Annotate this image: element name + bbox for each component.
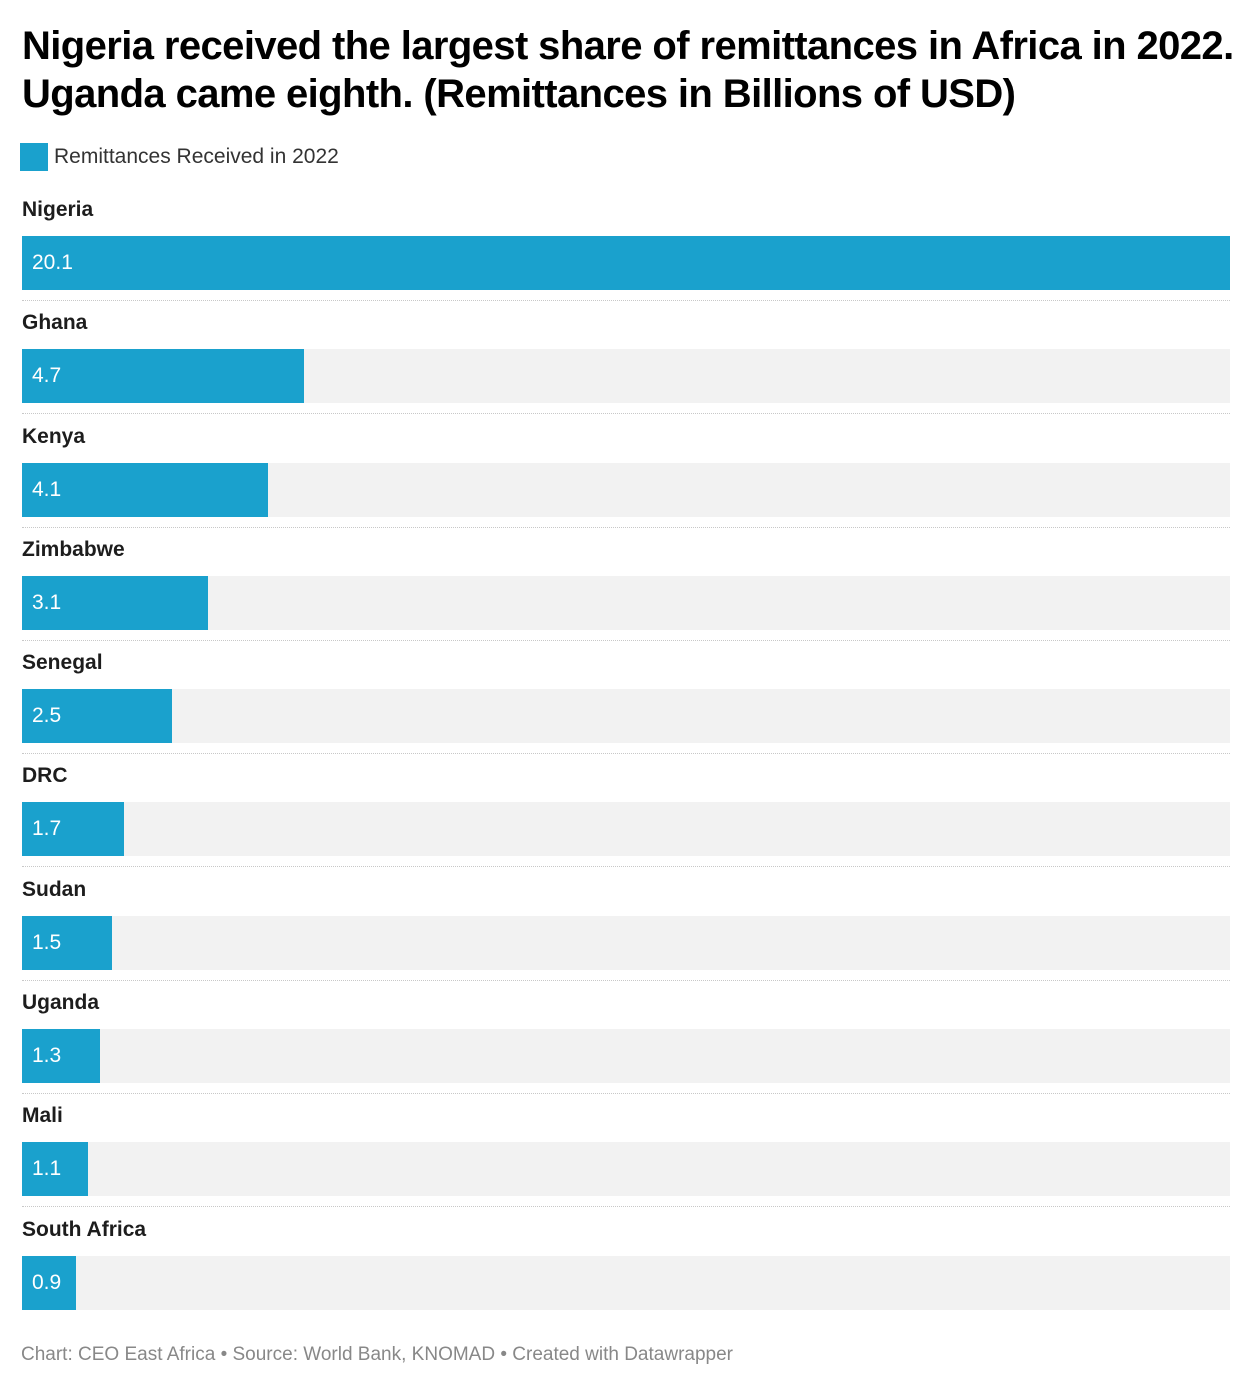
legend: Remittances Received in 2022 <box>20 143 339 171</box>
data-label: 1.5 <box>32 930 62 954</box>
bar-track: 4.7 <box>22 349 1230 404</box>
legend-label: Remittances Received in 2022 <box>54 145 339 168</box>
row-divider <box>22 979 1230 981</box>
data-label: 1.1 <box>32 1157 62 1181</box>
bar-track: 3.1 <box>22 575 1230 630</box>
bar-track: 1.1 <box>22 1142 1230 1197</box>
row-divider <box>22 1206 1230 1208</box>
bar: 1.1 <box>22 1142 88 1197</box>
bar: 1.3 <box>22 1029 100 1084</box>
data-label: 20.1 <box>32 251 73 274</box>
data-label: 3.1 <box>32 590 62 614</box>
bar-track: 0.9 <box>22 1255 1230 1310</box>
data-label: 2.5 <box>32 704 62 728</box>
category-label: Sudan <box>22 877 87 901</box>
bar-row: Senegal 2.5 <box>22 649 1230 762</box>
bar-row: Sudan 1.5 <box>22 876 1230 989</box>
bar-row: Zimbabwe 3.1 <box>22 536 1230 649</box>
bar-track: 2.5 <box>22 689 1230 744</box>
bar-row: DRC 1.7 <box>22 762 1230 875</box>
row-divider <box>22 639 1230 641</box>
legend-swatch <box>20 143 48 171</box>
bar-track: 1.5 <box>22 915 1230 970</box>
bar-track: 4.1 <box>22 462 1230 517</box>
bar-row: Nigeria 20.1 <box>22 196 1230 309</box>
category-label: Ghana <box>22 311 88 335</box>
bar-row: Mali 1.1 <box>22 1102 1230 1215</box>
data-label: 1.3 <box>32 1044 62 1068</box>
data-label: 0.9 <box>32 1270 62 1294</box>
bar-row: Ghana 4.7 <box>22 309 1230 422</box>
bar: 4.7 <box>22 349 304 404</box>
category-label: Kenya <box>22 424 86 448</box>
bar-row: Kenya 4.1 <box>22 423 1230 536</box>
bar-chart: Nigeria 20.1 Ghana 4.7 Kenya 4.1 Zimbabwe 3.1 Se… <box>22 196 1230 1329</box>
bar-track: 20.1 <box>22 236 1230 290</box>
category-label: Senegal <box>22 651 103 675</box>
row-divider <box>22 1093 1230 1095</box>
bar: 0.9 <box>22 1255 76 1310</box>
category-label: South Africa <box>22 1217 147 1241</box>
bar: 20.1 <box>22 236 1230 290</box>
category-label: Mali <box>22 1104 63 1128</box>
bar: 3.1 <box>22 575 208 630</box>
row-divider <box>22 866 1230 868</box>
category-label: DRC <box>22 764 68 788</box>
bar-track: 1.3 <box>22 1029 1230 1084</box>
row-divider <box>22 526 1230 528</box>
row-divider <box>22 413 1230 415</box>
bar: 1.5 <box>22 915 112 970</box>
bar: 2.5 <box>22 689 172 744</box>
data-label: 4.7 <box>32 364 62 388</box>
category-label: Nigeria <box>22 198 94 221</box>
bar: 4.1 <box>22 462 268 517</box>
row-divider <box>22 753 1230 755</box>
bar-row: Uganda 1.3 <box>22 989 1230 1102</box>
category-label: Uganda <box>22 991 100 1015</box>
row-divider <box>22 300 1230 301</box>
bar: 1.7 <box>22 802 124 857</box>
bar-track: 1.7 <box>22 802 1230 857</box>
data-label: 4.1 <box>32 477 62 501</box>
bar-row: South Africa 0.9 <box>22 1216 1230 1329</box>
category-label: Zimbabwe <box>22 537 125 561</box>
data-label: 1.7 <box>32 817 62 841</box>
chart-title: Nigeria received the largest share of re… <box>22 24 1234 116</box>
chart-footer: Chart: CEO East Africa • Source: World B… <box>21 1344 733 1365</box>
